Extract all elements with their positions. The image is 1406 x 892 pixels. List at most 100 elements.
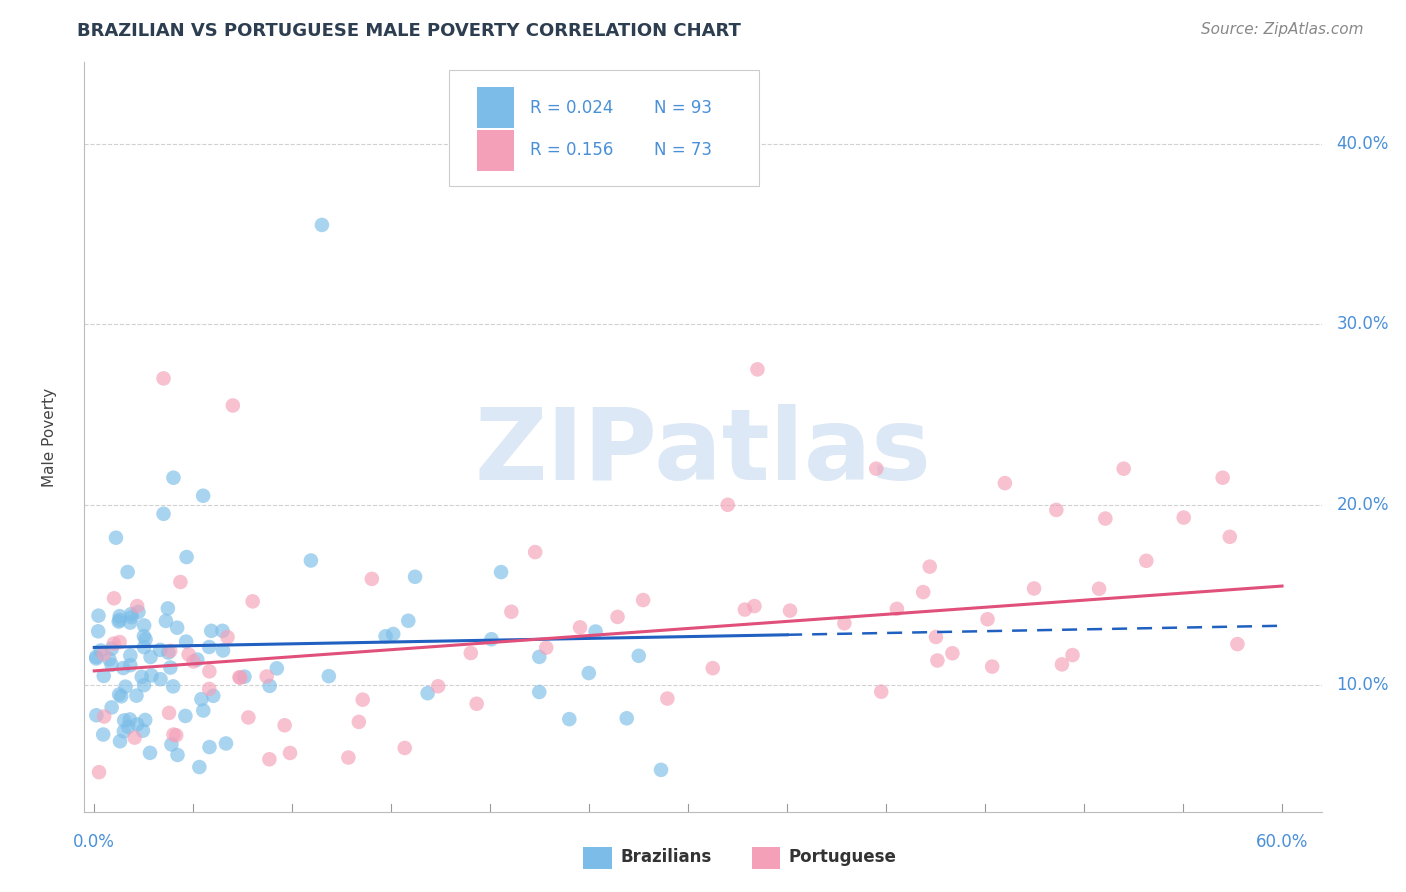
Text: N = 73: N = 73	[654, 141, 711, 160]
Point	[159, 660, 181, 674]
Point	[110, 690, 132, 704]
Point	[166, 747, 188, 762]
Bar	[477, 129, 513, 171]
Point	[93, 709, 115, 723]
Point	[176, 549, 198, 564]
Point	[157, 706, 180, 720]
Point	[108, 635, 131, 649]
Point	[131, 670, 153, 684]
Point	[734, 602, 756, 616]
Point	[631, 593, 654, 607]
Point	[114, 680, 136, 694]
Point	[585, 624, 607, 639]
Point	[87, 765, 110, 780]
Point	[925, 630, 948, 644]
Point	[1135, 554, 1157, 568]
Point	[404, 570, 426, 584]
Point	[117, 720, 139, 734]
Point	[107, 615, 129, 629]
Point	[84, 649, 107, 664]
Point	[627, 648, 650, 663]
Point	[162, 727, 184, 741]
Point	[152, 507, 174, 521]
Point	[352, 692, 374, 706]
Point	[394, 741, 416, 756]
Point	[311, 218, 333, 232]
Point	[717, 498, 740, 512]
Point	[124, 731, 146, 745]
Point	[183, 655, 205, 669]
Point	[501, 605, 523, 619]
Point	[100, 657, 122, 672]
Point	[1094, 511, 1116, 525]
Point	[202, 689, 225, 703]
Point	[558, 712, 581, 726]
Point	[120, 648, 142, 663]
Point	[1062, 648, 1084, 662]
Text: 0.0%: 0.0%	[73, 833, 115, 851]
Point	[657, 691, 679, 706]
Point	[228, 670, 250, 684]
Point	[273, 718, 295, 732]
Point	[616, 711, 638, 725]
Point	[569, 620, 592, 634]
Point	[524, 545, 547, 559]
Point	[174, 709, 197, 723]
Point	[976, 612, 998, 626]
Point	[650, 763, 672, 777]
Text: R = 0.024: R = 0.024	[530, 99, 613, 117]
Point	[127, 599, 149, 613]
Point	[149, 643, 172, 657]
Point	[108, 734, 131, 748]
Point	[211, 624, 233, 638]
Point	[127, 605, 149, 619]
Point	[159, 644, 181, 658]
Point	[416, 686, 439, 700]
Point	[155, 614, 177, 628]
Point	[87, 624, 110, 639]
Point	[427, 679, 450, 693]
Point	[162, 471, 184, 485]
Point	[149, 672, 172, 686]
Point	[1226, 637, 1249, 651]
Point	[198, 640, 221, 654]
Text: 20.0%: 20.0%	[1337, 496, 1389, 514]
Point	[299, 553, 322, 567]
Point	[100, 641, 122, 656]
Point	[132, 618, 155, 632]
Point	[1045, 503, 1067, 517]
Text: Source: ZipAtlas.com: Source: ZipAtlas.com	[1201, 22, 1364, 37]
Point	[152, 371, 174, 385]
Point	[84, 651, 107, 665]
Point	[98, 652, 121, 666]
Point	[912, 585, 935, 599]
Point	[529, 649, 551, 664]
Point	[460, 646, 482, 660]
Point	[981, 659, 1004, 673]
Point	[141, 668, 163, 682]
Point	[157, 646, 180, 660]
Point	[112, 714, 135, 728]
Point	[382, 627, 405, 641]
Point	[238, 710, 260, 724]
Point	[927, 653, 949, 667]
Point	[278, 746, 301, 760]
Text: R = 0.156: R = 0.156	[530, 141, 613, 160]
Point	[104, 531, 127, 545]
Point	[127, 717, 149, 731]
Point	[337, 750, 360, 764]
Point	[120, 658, 142, 673]
Point	[191, 489, 214, 503]
Text: 60.0%: 60.0%	[1256, 833, 1308, 851]
Point	[481, 632, 503, 647]
Point	[222, 399, 245, 413]
Text: N = 93: N = 93	[654, 99, 711, 117]
Point	[108, 613, 131, 627]
Point	[193, 704, 215, 718]
Point	[1212, 471, 1234, 485]
Point	[266, 661, 288, 675]
Point	[1219, 530, 1241, 544]
Point	[139, 746, 162, 760]
Point	[188, 760, 211, 774]
Point	[489, 565, 512, 579]
